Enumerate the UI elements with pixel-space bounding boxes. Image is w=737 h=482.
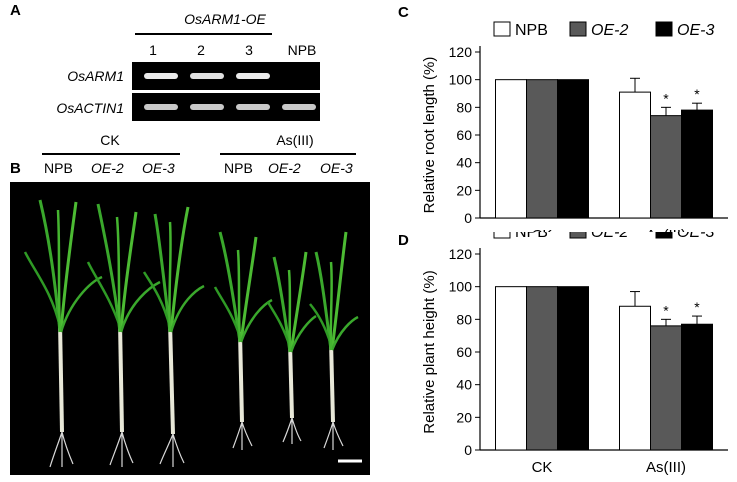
chart-c-legend-swatch-oe-2 (569, 21, 587, 37)
chart-c-sig-mark: * (663, 90, 669, 106)
chart-d-ytick-label: 20 (456, 409, 472, 425)
chart-c-legend-label-oe-3: OE-3 (677, 22, 714, 39)
band-osactin1-lane3 (236, 104, 270, 110)
chart-c-ytick-label: 80 (456, 99, 472, 115)
lane-label-3: 3 (245, 42, 253, 58)
chart-d-ylabel: Relative plant height (%) (421, 270, 438, 433)
chart-d-ytick-label: 80 (456, 311, 472, 327)
gel-row-label-osactin1: OsACTIN1 (56, 100, 124, 116)
panel-b-label: B (10, 160, 21, 177)
panel-c-label: C (398, 4, 409, 21)
chart-c-legend-label-oe-2: OE-2 (591, 22, 628, 39)
gel-row-osarm1 (132, 62, 320, 90)
plant-as-oe2 (266, 251, 317, 444)
panel-a-label: A (10, 2, 21, 19)
plant-photo-drawing (23, 199, 362, 468)
gel-title-line (135, 33, 272, 35)
band-osarm1-lane1 (144, 73, 178, 79)
chart-d-bar-oe-3-1 (681, 323, 713, 451)
lane-label-npb: NPB (287, 42, 317, 58)
chart-c-ytick-label: 0 (464, 210, 472, 226)
chart-d-legend-label-npb: NPB (515, 232, 548, 241)
band-osarm1-lane3 (236, 73, 270, 79)
chart-d-ytick-label: 40 (456, 377, 472, 393)
chart-d-ytick-label: 100 (449, 279, 473, 295)
panel-d-label: D (398, 232, 409, 249)
lane-label-1: 1 (149, 42, 157, 58)
plant-label-as-oe2: OE-2 (268, 160, 301, 176)
chart-d-sig-mark: * (694, 299, 700, 315)
chart-d-bar-oe-2-1 (650, 325, 682, 451)
chart-d-category-label: CK (532, 459, 553, 476)
chart-c-legend-swatch-oe-3 (655, 21, 673, 37)
band-osactin1-lane2 (190, 104, 224, 110)
chart-c-sig-mark: * (694, 86, 700, 102)
lane-label-2: 2 (197, 42, 205, 58)
group-label-as: As(III) (276, 132, 314, 148)
chart-c-bar-npb-1 (619, 91, 651, 219)
group-label-ck: CK (100, 132, 120, 148)
chart-c-category-label: CK (532, 227, 553, 232)
chart-c: 0 20 40 60 80 100 120 Relative root length (%) C… (421, 21, 728, 232)
plant-label-ck-oe2: OE-2 (91, 160, 124, 176)
chart-d-bar-oe-2-0 (526, 286, 558, 451)
chart-c-ytick-label: 120 (449, 44, 473, 60)
gel-row-label-osarm1: OsARM1 (67, 68, 124, 84)
chart-c-ytick-label: 60 (456, 127, 472, 143)
chart-c-bar-npb-0 (495, 79, 527, 219)
group-line-ck (42, 153, 180, 155)
chart-d-legend-swatch-oe-2 (569, 232, 587, 239)
chart-d-ytick-label: 0 (464, 442, 472, 458)
band-osactin1-lane1 (144, 104, 178, 110)
chart-d: 0 20 40 60 80 100 120 Relative plant height (%)… (421, 232, 728, 476)
gel-title: OsARM1-OE (184, 11, 266, 27)
band-osactin1-lane4 (282, 104, 316, 110)
chart-c-ylabel: Relative root length (%) (421, 57, 438, 214)
chart-c-bar-oe-3-0 (557, 79, 589, 219)
chart-c-legend-swatch-npb (493, 21, 511, 37)
plant-label-ck-oe3: OE-3 (142, 160, 175, 176)
plant-label-as-npb: NPB (224, 160, 253, 176)
chart-c-bar-oe-2-0 (526, 79, 558, 219)
plant-photo (10, 182, 370, 475)
plant-label-ck-npb: NPB (44, 160, 73, 176)
plant-ck-oe2 (86, 203, 161, 467)
chart-d-bar-oe-3-0 (557, 286, 589, 451)
group-line-as (220, 153, 356, 155)
plant-ck-oe3 (142, 206, 205, 467)
chart-c-category-label: As(III) (646, 227, 686, 232)
chart-d-ytick-label: 60 (456, 344, 472, 360)
chart-c-bar-oe-3-1 (681, 109, 713, 219)
chart-d-bar-npb-1 (619, 305, 651, 451)
chart-d-bar-npb-0 (495, 286, 527, 451)
plant-ck-npb (23, 199, 103, 468)
chart-d-legend-label-oe-3: OE-3 (677, 232, 714, 241)
plant-as-oe3 (309, 231, 359, 450)
chart-c-ytick-label: 20 (456, 182, 472, 198)
plant-as-npb (213, 231, 273, 450)
chart-c-legend-label-npb: NPB (515, 22, 548, 39)
chart-d-sig-mark: * (663, 302, 669, 318)
chart-c-bar-oe-2-1 (650, 115, 682, 219)
chart-c-ytick-label: 100 (449, 72, 473, 88)
chart-c-ytick-label: 40 (456, 155, 472, 171)
chart-d-legend-swatch-oe-3 (655, 232, 673, 239)
plant-label-as-oe3: OE-3 (320, 160, 353, 176)
band-osarm1-lane2 (190, 73, 224, 79)
chart-d-category-label: As(III) (646, 459, 686, 476)
chart-d-ytick-label: 120 (449, 246, 473, 262)
chart-d-legend-label-oe-2: OE-2 (591, 232, 628, 241)
chart-d-legend-swatch-npb (493, 232, 511, 239)
gel-row-osactin1 (132, 93, 320, 121)
